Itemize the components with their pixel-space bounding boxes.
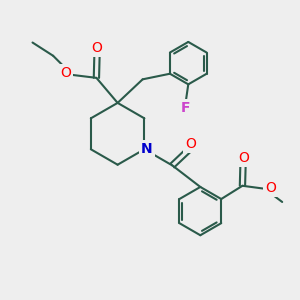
Text: O: O	[238, 151, 249, 165]
Text: O: O	[185, 137, 196, 151]
Text: N: N	[141, 142, 153, 156]
Text: F: F	[181, 101, 191, 115]
Text: O: O	[92, 41, 102, 56]
Text: O: O	[60, 66, 71, 80]
Text: O: O	[266, 181, 276, 195]
